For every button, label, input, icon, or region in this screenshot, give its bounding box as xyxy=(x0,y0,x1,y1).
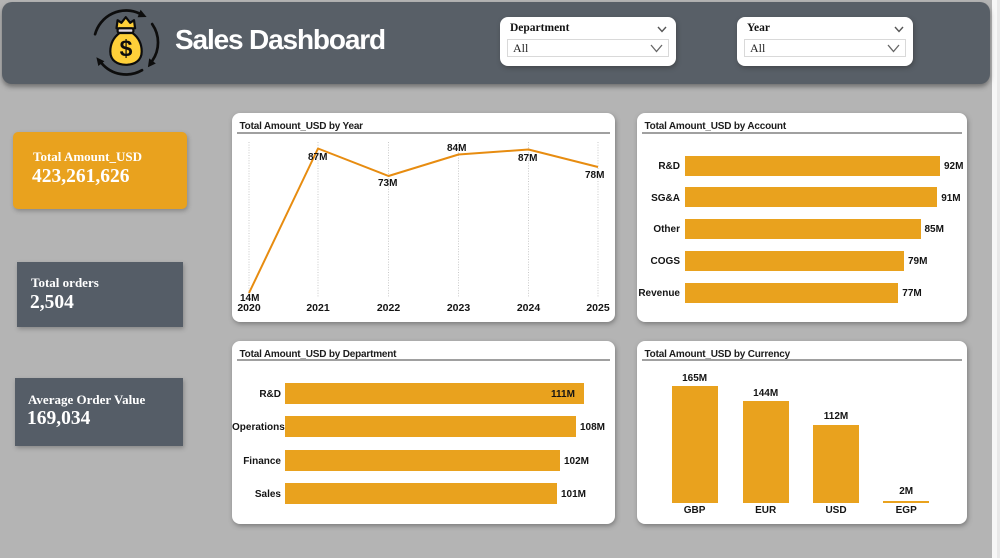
svg-text:$: $ xyxy=(120,36,133,62)
